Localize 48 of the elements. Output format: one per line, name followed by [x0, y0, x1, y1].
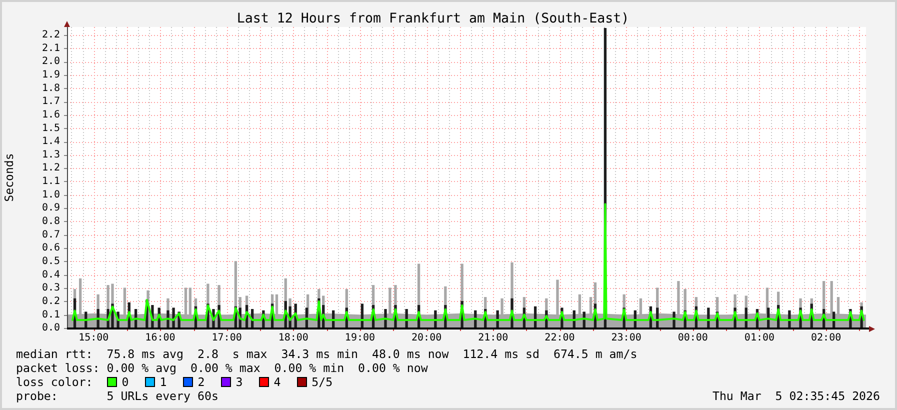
x-tick-label: 17:00 [212, 332, 242, 344]
y-tick-label: 0.5 [42, 256, 60, 267]
y-tick-label: 1.0 [42, 189, 60, 200]
x-tick-label: 16:00 [145, 332, 176, 344]
y-tick-label: 2.2 [42, 30, 60, 41]
legend-title: loss color: [16, 375, 94, 389]
legend-label: 4 [274, 375, 281, 389]
x-tick-label: 15:00 [78, 332, 109, 344]
x-tick-label: 01:00 [744, 332, 775, 344]
legend-label: 2 [198, 375, 205, 389]
x-tick-label: 21:00 [478, 332, 508, 344]
x-tick-label: 23:00 [611, 332, 642, 344]
y-tick-label: 0.0 [42, 322, 60, 334]
y-tick-label: 0.3 [42, 282, 60, 294]
y-tick-label: 0.9 [42, 202, 60, 214]
y-tick-label: 0.4 [42, 269, 60, 280]
text: packet loss: 0.00 % avg 0.00 % max 0.00 % min 0.00 % now [16, 361, 428, 375]
x-tick-label: 19:00 [344, 332, 376, 344]
legend-label: 5/5 [312, 375, 333, 389]
y-tick-label: 0.7 [42, 229, 60, 240]
x-tick-label: 20:00 [411, 332, 442, 344]
y-tick-label: 1.3 [42, 149, 60, 160]
y-tick-label: 1.2 [42, 162, 60, 174]
y-tick-label: 1.8 [42, 82, 60, 94]
legend-label: 1 [160, 375, 167, 389]
text: Thu Mar 5 02:35:45 2026 [712, 389, 880, 403]
y-tick-label: 1.1 [42, 176, 60, 188]
legend-label: 0 [122, 375, 129, 389]
y-tick-label: 2.1 [42, 42, 60, 54]
y-tick-label: 0.6 [42, 242, 60, 254]
x-tick-label: 18:00 [278, 332, 308, 344]
y-tick-label: 1.6 [42, 109, 60, 120]
y-tick-label: 1.7 [42, 96, 60, 108]
chart-title: Last 12 Hours from Frankfurt am Main (South-East) [236, 11, 630, 26]
y-axis-title: Seconds [2, 153, 16, 202]
y-tick-label: 1.9 [42, 70, 60, 81]
y-tick-label: 1.4 [42, 136, 60, 148]
x-tick-label: 02:00 [810, 332, 842, 344]
y-tick-label: 1.5 [42, 122, 60, 134]
text: median rtt: 75.8 ms avg 2.8 s max 34.3 ms min 48.0 ms now 112.4 ms sd 674.5 m am/s [16, 347, 638, 361]
y-tick-label: 0.2 [42, 296, 60, 307]
x-tick-label: 00:00 [678, 332, 708, 344]
y-tick-label: 2.0 [42, 56, 60, 68]
legend-label: 3 [236, 375, 243, 389]
x-tick-label: 22:00 [544, 332, 575, 344]
text: probe: 5 URLs every 60s [16, 389, 218, 403]
y-tick-label: 0.8 [42, 216, 60, 228]
y-tick-label: 0.1 [42, 309, 60, 320]
